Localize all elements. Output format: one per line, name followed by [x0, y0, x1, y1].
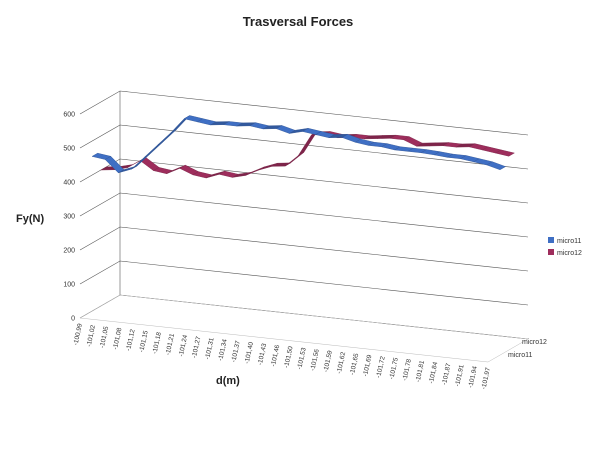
x-tick-label: -101,15: [138, 330, 150, 353]
x-tick-label: -101,78: [402, 358, 414, 381]
x-tick-label: -101,21: [165, 333, 177, 356]
gridline: [79, 260, 529, 306]
series-micro12-segment: [495, 149, 515, 157]
x-tick-label: -101,02: [86, 324, 98, 347]
x-tick-label: -101,94: [467, 365, 479, 388]
x-tick-label: -101,62: [336, 351, 348, 374]
x-tick-label: -101,05: [99, 325, 111, 348]
x-tick-label: -101,75: [388, 357, 400, 380]
x-tick-label: -101,08: [112, 327, 124, 350]
y-tick-label: 300: [63, 214, 75, 221]
chart-title: Trasversal Forces: [243, 14, 354, 29]
gridline: [79, 90, 529, 136]
depth-label-micro11: micro11: [508, 352, 532, 359]
y-tick-label: 0: [71, 316, 75, 323]
y-axis-ticks: 0 100 200 300 400 500 600: [63, 112, 75, 323]
x-tick-label: -101,37: [230, 340, 242, 363]
x-tick-label: -101,53: [296, 347, 308, 370]
x-tick-label: -101,87: [441, 362, 453, 385]
y-tick-label: 600: [63, 112, 75, 119]
x-tick-label: -101,46: [270, 344, 282, 367]
legend: micro11 micro12: [548, 237, 582, 257]
x-tick-label: -101,18: [151, 331, 163, 354]
legend-swatch-micro12: [548, 249, 554, 255]
x-tick-label: -101,40: [244, 341, 256, 364]
gridline: [79, 192, 529, 238]
x-tick-label: -101,34: [217, 338, 229, 361]
y-axis-title: Fy(N): [16, 213, 44, 225]
x-tick-label: -101,81: [415, 359, 427, 382]
series-ribbons: [91, 115, 515, 179]
x-tick-label: -101,91: [454, 364, 466, 387]
x-tick-label: -101,69: [362, 354, 374, 377]
y-tick-label: 500: [63, 146, 75, 153]
x-axis-ticks: -100,99 -101,02 -101,05 -101,08 -101,12 -101,…: [73, 323, 493, 390]
x-tick-label: -101,56: [309, 348, 321, 371]
grid: [79, 90, 529, 363]
depth-axis-labels: micro12 micro11: [508, 339, 547, 359]
series-micro12-segment: [284, 152, 304, 167]
legend-label-micro11: micro11: [557, 238, 581, 245]
x-tick-label: -101,50: [283, 345, 295, 368]
x-tick-label: -101,43: [257, 342, 269, 365]
y-tick-label: 100: [63, 282, 75, 289]
x-tick-label: -101,31: [204, 337, 216, 360]
x-tick-label: -101,72: [375, 355, 387, 378]
x-tick-label: -101,97: [481, 367, 493, 390]
floor: [79, 294, 529, 363]
x-tick-label: -101,65: [349, 352, 361, 375]
x-tick-label: -101,59: [323, 350, 335, 373]
series-micro11-segment: [104, 156, 125, 174]
x-tick-label: -101,12: [125, 328, 137, 351]
x-tick-label: -101,27: [191, 335, 203, 358]
y-tick-label: 400: [63, 180, 75, 187]
series-micro12-segment: [258, 162, 278, 171]
gridline: [79, 226, 529, 272]
x-tick-label: -101,84: [428, 361, 440, 384]
depth-label-micro12: micro12: [522, 339, 547, 346]
x-tick-label: -100,99: [73, 323, 85, 346]
series-micro12-segment: [298, 131, 318, 156]
series-micro11-segment: [486, 161, 507, 171]
y-tick-label: 200: [63, 248, 75, 255]
legend-label-micro12: micro12: [557, 250, 582, 257]
x-axis-title: d(m): [216, 375, 240, 387]
series-micro11-segment: [157, 129, 177, 145]
x-tick-label: -101,24: [178, 334, 190, 357]
series-micro11-segment: [144, 141, 164, 158]
legend-swatch-micro11: [548, 237, 554, 243]
